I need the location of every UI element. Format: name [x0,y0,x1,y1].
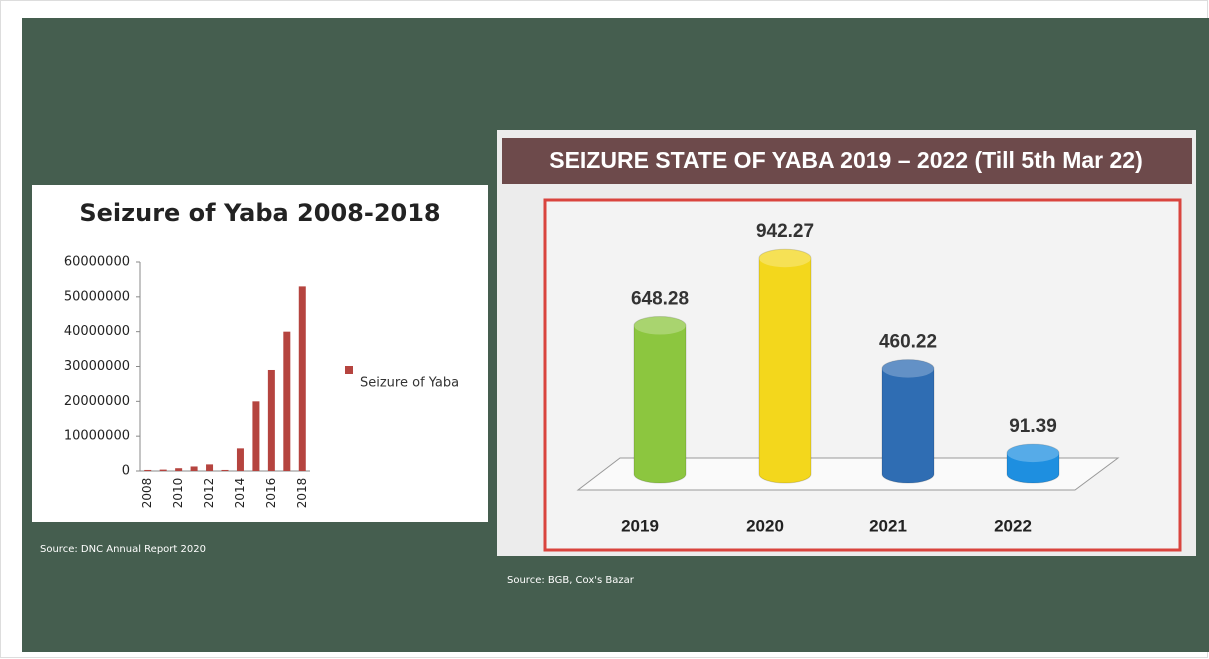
left-chart-box [32,185,488,522]
chart-title: Seizure of Yaba 2008-2018 [79,199,440,227]
bar [252,401,260,471]
bar [283,331,291,471]
value-label: 942.27 [756,221,814,242]
x-tick-label: 2010 [171,478,185,509]
value-label: 648.28 [631,289,689,310]
legend-swatch [345,366,353,374]
source-note: Source: DNC Annual Report 2020 [40,544,206,555]
x-tick-label: 2008 [140,478,154,509]
x-tick-label: 2020 [746,516,784,535]
floor [576,457,1120,491]
bar [267,369,275,471]
x-tick-label: 2018 [295,478,309,509]
bar [190,466,198,471]
x-tick-label: 2014 [233,478,247,509]
y-tick-label: 10000000 [64,429,130,444]
cylinder-top [759,249,811,268]
cylinder [758,248,812,484]
x-tick-label: 2012 [202,478,216,509]
y-tick-label: 50000000 [64,289,130,304]
bar [236,448,244,471]
x-tick-label: 2016 [264,478,278,509]
cylinder-top [634,316,686,335]
cylinder [1006,443,1060,484]
cylinder [881,359,935,484]
chart-title: SEIZURE STATE OF YABA 2019 – 2022 (Till … [549,147,1143,173]
bar [206,464,214,471]
cylinder-top [1007,444,1059,463]
x-tick-label: 2021 [869,516,907,535]
y-tick-label: 0 [122,464,130,479]
cylinder-top [882,359,934,378]
value-label: 91.39 [1009,416,1057,437]
x-tick-label: 2019 [621,516,659,535]
y-tick-label: 30000000 [64,359,130,374]
title-bar [502,138,1192,184]
source-note: Source: BGB, Cox's Bazar [507,575,635,586]
y-tick-label: 20000000 [64,394,130,409]
legend-label: Seizure of Yaba [360,376,459,391]
y-tick-label: 60000000 [64,255,130,270]
bar [221,469,229,471]
cylinder [633,316,687,484]
value-label: 460.22 [879,332,937,353]
bar [159,469,167,471]
y-tick-label: 40000000 [64,324,130,339]
bar [175,468,183,471]
x-tick-label: 2022 [994,516,1032,535]
bar [144,469,152,471]
bar [298,286,306,471]
